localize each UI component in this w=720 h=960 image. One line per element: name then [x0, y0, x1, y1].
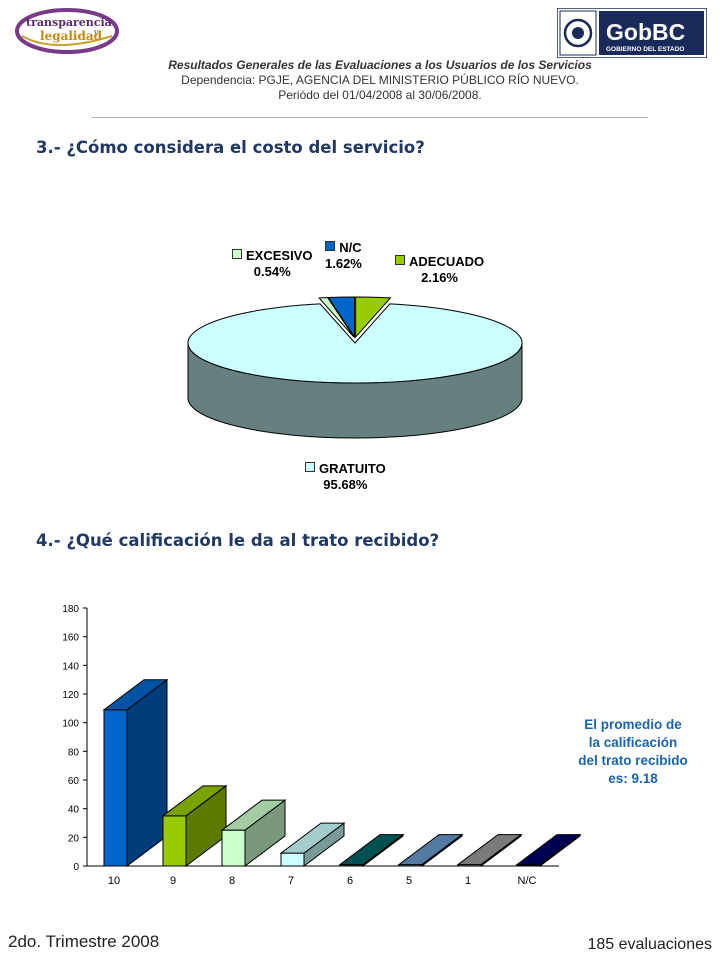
x-tick-label: 8 [229, 875, 235, 887]
average-note-line-4: es: 9.18 [608, 771, 658, 786]
bar-10 [102, 678, 169, 867]
svg-text:legalidad: legalidad [40, 29, 103, 43]
pie-slice-excesivo [318, 297, 355, 338]
pie-slice-adecuado [355, 296, 392, 339]
bar-5 [397, 833, 464, 867]
bar-6 [338, 833, 405, 867]
bar-1 [456, 833, 523, 867]
average-rating-note: El promedio de la calificación del trato… [548, 716, 718, 788]
legend-swatch-adecuado [395, 255, 405, 265]
x-tick-label: 7 [288, 875, 294, 887]
gobbc-logo: GobBC GOBIERNO DEL ESTADO [557, 8, 707, 58]
pie-value-adecuado: 2.16% [421, 270, 458, 285]
report-title: Resultados Generales de las Evaluaciones… [168, 58, 592, 72]
legend-swatch-nc [325, 241, 336, 251]
average-note-line-1: El promedio de [584, 717, 682, 732]
rating-bar-chart: 0 20 40 60 80 100 120 140 160 180 10 9 8 7 6 5 1 N/C [62, 604, 582, 887]
transparencia-legalidad-logo: transparencia y legalidad [15, 8, 119, 54]
y-tick-label: 20 [68, 833, 80, 844]
bar-8 [220, 799, 287, 867]
y-tick-label: 140 [62, 661, 79, 672]
y-tick-label: 0 [73, 862, 79, 873]
x-tick-label: 1 [465, 875, 471, 887]
header-divider [92, 117, 648, 118]
footer-evaluation-count: 185 evaluaciones [587, 936, 712, 953]
y-tick-label: 80 [68, 747, 80, 758]
average-note-line-2: la calificación [588, 735, 678, 750]
y-tick-label: 40 [68, 805, 80, 816]
y-tick-label: 180 [62, 604, 79, 615]
pie-label-adecuado: ADECUADO 2.16% [395, 254, 484, 286]
y-tick-label: 60 [68, 776, 80, 787]
bar-9 [161, 784, 228, 867]
pie-category-nc: N/C [339, 240, 362, 255]
pie-category-adecuado: ADECUADO [409, 254, 485, 269]
agency-line: Dependencia: PGJE, AGENCIA DEL MINISTERI… [181, 73, 579, 87]
x-tick-label: N/C [518, 875, 537, 887]
bar-nc [515, 833, 582, 867]
footer-period: 2do. Trimestre 2008 [8, 932, 160, 951]
svg-text:transparencia: transparencia [26, 16, 112, 29]
cost-pie-chart [187, 296, 523, 439]
pie-slice-gratuito [187, 303, 523, 384]
svg-text:GobBC: GobBC [606, 19, 685, 45]
svg-text:y: y [93, 28, 99, 37]
question-4-title: 4.- ¿Qué calificación le da al trato rec… [36, 531, 440, 550]
y-tick-label: 160 [62, 633, 79, 644]
pie-label-nc: N/C 1.62% [325, 240, 362, 272]
average-note-line-3: del trato recibido [578, 753, 688, 768]
x-tick-label: 9 [170, 875, 176, 887]
pie-label-gratuito: GRATUITO 95.68% [305, 461, 386, 493]
y-tick-label: 100 [62, 719, 79, 730]
pie-value-excesivo: 0.54% [253, 264, 291, 279]
pie-slice-nc [327, 296, 356, 339]
x-tick-label: 5 [406, 875, 412, 887]
bar-7 [279, 822, 346, 867]
legend-swatch-gratuito [305, 462, 315, 472]
question-3-title: 3.- ¿Cómo considera el costo del servici… [36, 138, 425, 157]
pie-value-nc: 1.62% [325, 256, 362, 271]
pie-category-excesivo: EXCESIVO [246, 248, 313, 263]
y-tick-label: 120 [62, 690, 79, 701]
pie-category-gratuito: GRATUITO [319, 461, 386, 476]
svg-text:GOBIERNO DEL ESTADO: GOBIERNO DEL ESTADO [606, 46, 685, 53]
pie-value-gratuito: 95.68% [323, 477, 368, 492]
x-tick-label: 10 [108, 875, 120, 887]
x-tick-label: 6 [347, 875, 353, 887]
period-line: Periódo del 01/04/2008 al 30/06/2008. [278, 88, 482, 102]
legend-swatch-excesivo [232, 249, 242, 259]
pie-label-excesivo: EXCESIVO 0.54% [232, 248, 312, 280]
